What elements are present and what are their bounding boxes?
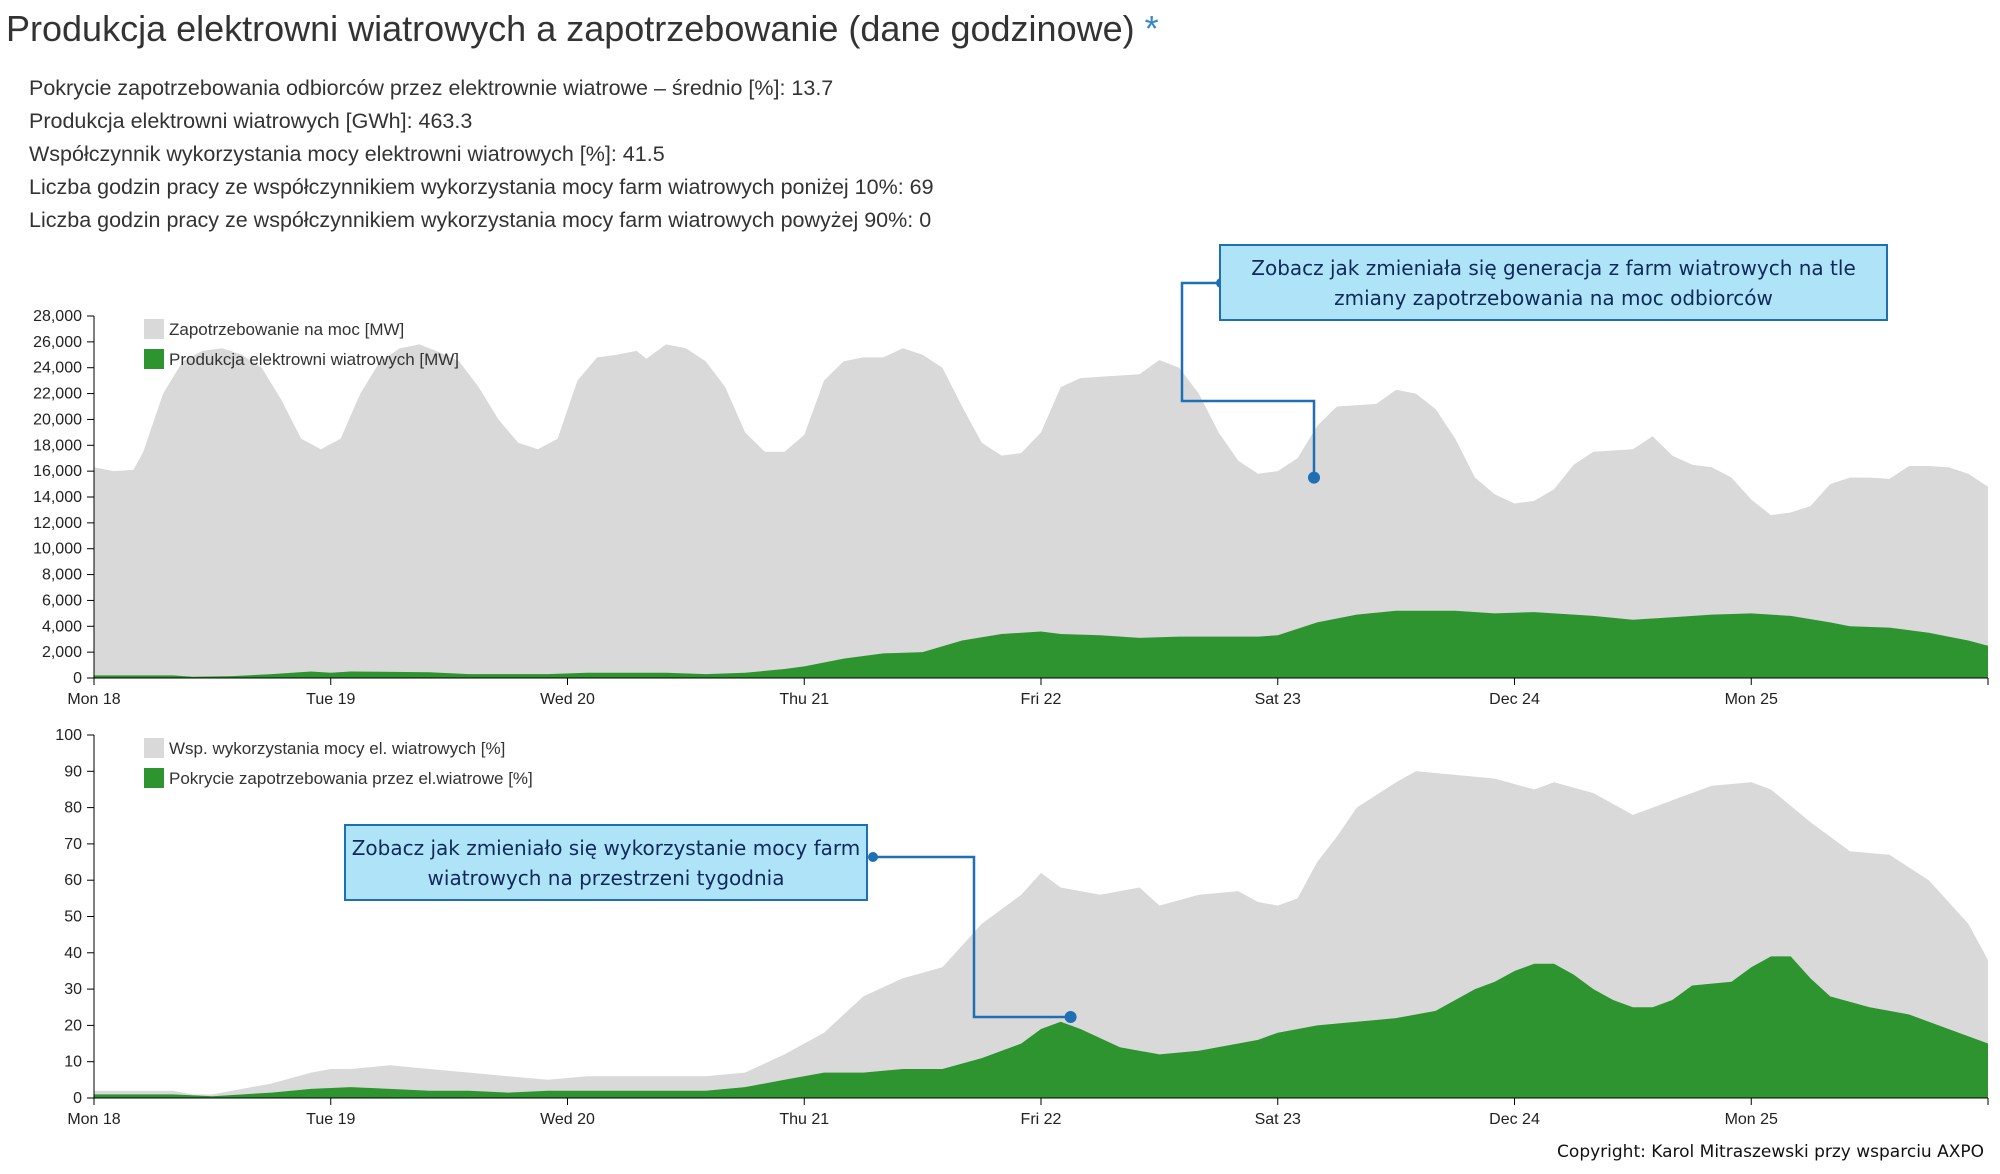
chart-demand-vs-wind: 0 2,000 4,000 6,000 8,000 10,000 12,000 14,000 1… [33,308,1989,708]
legend-top: Zapotrzebowanie na moc [MW] Produkcja ele… [144,319,459,369]
x-tick-label: Mon 18 [67,691,120,708]
x-tick-label: Wed 20 [540,1111,595,1128]
y-tick-label: 70 [64,836,82,853]
x-tick-label: Tue 19 [306,691,355,708]
chart-capacity-factor: 0 10 20 30 40 50 60 70 80 90 100 Mon 18 Tue 19 Wed 20… [55,727,1989,1128]
connector-bottom-start-dot [868,852,878,862]
connector-top-end-dot [1308,471,1320,484]
y-tick-label: 18,000 [33,437,82,454]
area-top-series-1 [94,610,1988,678]
connector-bottom-end-dot [1064,1011,1077,1023]
legend-label: Zapotrzebowanie na moc [MW] [169,320,404,339]
info-asterisk[interactable]: * [1144,8,1159,49]
legend-bottom: Wsp. wykorzystania mocy el. wiatrowych [… [144,738,533,788]
y-tick-label: 2,000 [42,644,82,661]
y-tick-label: 6,000 [42,592,82,609]
callout-connectors [868,278,1320,1023]
y-tick-label: 90 [64,763,82,780]
stat-line-hours-below-10: Liczba godzin pracy ze współczynnikiem w… [29,175,934,199]
y-tick-label: 80 [64,800,82,817]
x-tick-label: Mon 18 [67,1111,120,1128]
x-tick-label: Dec 24 [1489,691,1540,708]
x-axis-top: Mon 18 Tue 19 Wed 20 Thu 21 Fri 22 Sat 23 Dec … [67,677,1989,708]
y-tick-label: 60 [64,872,82,889]
y-tick-label: 14,000 [33,489,82,506]
y-tick-label: 20,000 [33,411,82,428]
x-axis-bottom: Mon 18 Tue 19 Wed 20 Thu 21 Fri 22 Sat 23 Dec … [67,1097,1989,1128]
area-bottom-series-1 [94,956,1988,1098]
legend-swatch [144,738,164,758]
y-tick-label: 22,000 [33,386,82,403]
stat-line-coverage: Pokrycie zapotrzebowania odbiorców przez… [29,76,834,100]
stats-list: Pokrycie zapotrzebowania odbiorców przez… [29,72,934,237]
x-tick-label: Tue 19 [306,1111,355,1128]
y-axis-bottom: 0 10 20 30 40 50 60 70 80 90 100 [55,727,95,1107]
y-tick-label: 4,000 [42,618,82,635]
y-tick-label: 16,000 [33,463,82,480]
x-tick-label: Sat 23 [1255,691,1301,708]
callout-top: Zobacz jak zmieniała się generacja z far… [1219,244,1888,321]
connector-top [1180,281,1316,478]
y-tick-label: 8,000 [42,567,82,584]
page-title: Produkcja elektrowni wiatrowych a zapotr… [6,8,1159,50]
legend-label: Produkcja elektrowni wiatrowych [MW] [169,350,459,369]
legend-swatch [144,319,164,339]
x-tick-label: Mon 25 [1725,691,1778,708]
y-tick-label: 10 [64,1054,82,1071]
y-tick-label: 100 [55,727,82,744]
y-axis-top: 0 2,000 4,000 6,000 8,000 10,000 12,000 14,000 1… [33,308,95,687]
y-tick-label: 30 [64,981,82,998]
y-tick-label: 10,000 [33,541,82,558]
y-tick-label: 50 [64,909,82,926]
y-tick-label: 24,000 [33,360,82,377]
legend-label: Wsp. wykorzystania mocy el. wiatrowych [… [169,739,505,758]
stat-line-capacity-factor: Współczynnik wykorzystania mocy elektrow… [29,142,665,166]
connector-bottom [873,855,1071,1019]
x-tick-label: Fri 22 [1021,691,1062,708]
legend-label: Pokrycie zapotrzebowania przez el.wiatro… [169,769,533,788]
callout-bottom: Zobacz jak zmieniało się wykorzystanie m… [344,824,868,901]
copyright-text: Copyright: Karol Mitraszewski przy wspar… [1557,1142,1984,1162]
legend-swatch [144,349,164,369]
x-tick-label: Wed 20 [540,691,595,708]
y-tick-label: 40 [64,945,82,962]
y-tick-label: 20 [64,1017,82,1034]
title-text: Produkcja elektrowni wiatrowych a zapotr… [6,8,1135,49]
x-tick-label: Fri 22 [1021,1111,1062,1128]
y-tick-label: 26,000 [33,334,82,351]
y-tick-label: 0 [73,670,82,687]
x-tick-label: Sat 23 [1255,1111,1301,1128]
x-tick-label: Mon 25 [1725,1111,1778,1128]
x-tick-label: Dec 24 [1489,1111,1540,1128]
y-tick-label: 0 [73,1090,82,1107]
x-tick-label: Thu 21 [779,691,829,708]
x-tick-label: Thu 21 [779,1111,829,1128]
y-tick-label: 12,000 [33,515,82,532]
stat-line-production: Produkcja elektrowni wiatrowych [GWh]: 4… [29,109,473,133]
y-tick-label: 28,000 [33,308,82,325]
legend-swatch [144,768,164,788]
stat-line-hours-above-90: Liczba godzin pracy ze współczynnikiem w… [29,208,932,232]
area-top-series-0 [94,344,1988,678]
